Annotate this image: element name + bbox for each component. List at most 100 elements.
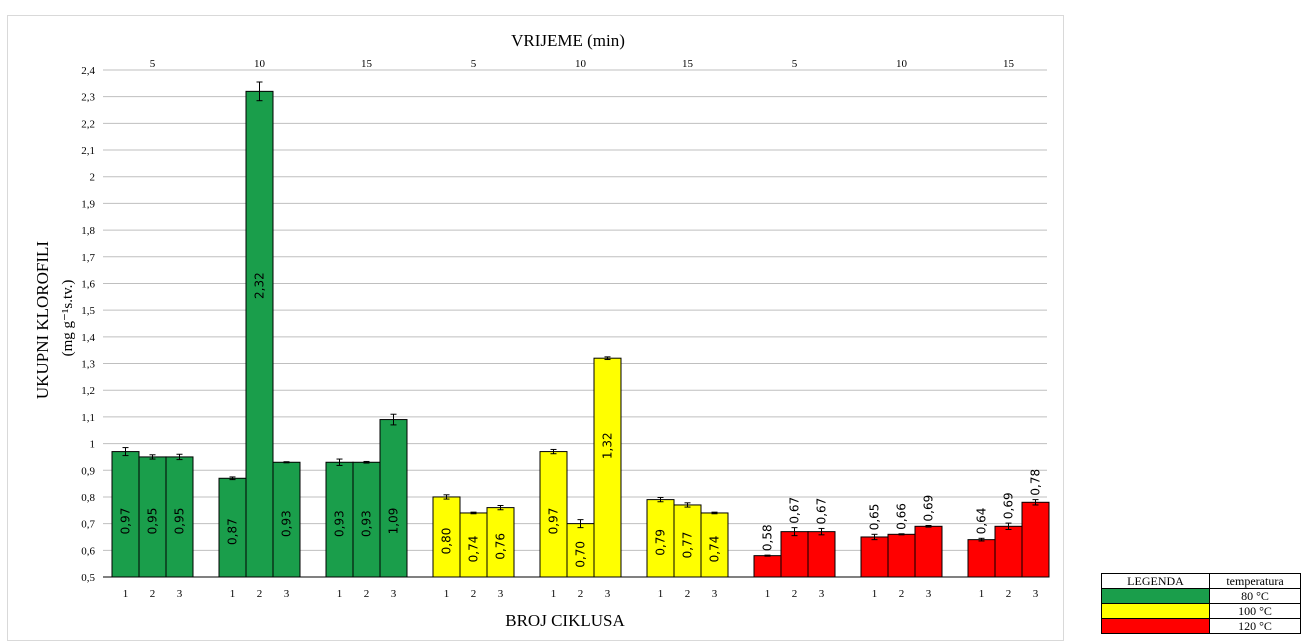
- category-label: 1: [765, 588, 771, 600]
- bar: [1021, 501, 1050, 578]
- data-label: 0,80: [440, 528, 454, 555]
- data-label: 0,64: [975, 508, 989, 535]
- y-tick-label: 1,3: [81, 359, 95, 371]
- y-axis-unit-label: (mg g⁻¹s.tv.): [60, 280, 76, 357]
- bar: [325, 461, 354, 578]
- y-tick-label: 1,9: [81, 198, 95, 210]
- category-label: 1: [872, 588, 878, 600]
- data-label: 0,95: [146, 508, 160, 535]
- legend-swatch-100: [1101, 603, 1210, 619]
- data-label: 0,97: [547, 508, 561, 535]
- category-label: 2: [364, 588, 370, 600]
- bar: [539, 451, 568, 578]
- bar: [379, 419, 408, 578]
- legend-row-100: 100 °C: [1101, 603, 1301, 619]
- y-tick-label: 0,5: [81, 572, 95, 584]
- data-label: 0,69: [922, 495, 936, 522]
- bar: [807, 531, 836, 578]
- time-label: 5: [150, 58, 156, 70]
- legend-row-80: 80 °C: [1101, 588, 1301, 604]
- category-label: 1: [123, 588, 129, 600]
- y-tick-label: 1,5: [81, 305, 95, 317]
- time-label: 15: [682, 58, 694, 70]
- legend-header-right: temperatura: [1209, 573, 1301, 589]
- legend-label-120: 120 °C: [1209, 618, 1301, 634]
- category-label: 3: [712, 588, 718, 600]
- time-label: 10: [254, 58, 266, 70]
- legend-swatch-120: [1101, 618, 1210, 634]
- category-label: 3: [391, 588, 397, 600]
- category-label: 3: [926, 588, 932, 600]
- data-label: 0,66: [895, 503, 909, 530]
- data-label: 0,78: [1029, 469, 1043, 496]
- category-label: 2: [685, 588, 691, 600]
- data-label: 0,65: [868, 504, 882, 531]
- data-label: 0,79: [654, 529, 668, 556]
- data-label: 0,70: [574, 541, 588, 568]
- bar: [352, 461, 381, 578]
- bar: [218, 477, 247, 578]
- legend-row-120: 120 °C: [1101, 618, 1301, 634]
- y-tick-label: 0,6: [81, 545, 95, 557]
- data-label: 0,67: [788, 497, 802, 524]
- bar: [780, 531, 809, 578]
- data-label: 0,74: [708, 536, 722, 563]
- data-label: 0,93: [333, 510, 347, 537]
- category-label: 1: [551, 588, 557, 600]
- y-tick-label: 1: [90, 439, 96, 451]
- data-label: 0,93: [280, 510, 294, 537]
- category-label: 3: [605, 588, 611, 600]
- data-label: 0,74: [467, 536, 481, 563]
- legend-header-row: LEGENDA temperatura: [1101, 573, 1301, 589]
- data-label: 2,32: [253, 272, 267, 299]
- bar: [245, 90, 274, 578]
- legend-label-80: 80 °C: [1209, 588, 1301, 604]
- category-label: 2: [1006, 588, 1012, 600]
- category-label: 3: [819, 588, 825, 600]
- category-label: 3: [284, 588, 290, 600]
- category-label: 2: [471, 588, 477, 600]
- y-tick-label: 1,7: [81, 252, 95, 264]
- y-tick-label: 1,4: [81, 332, 95, 344]
- data-label: 0,58: [761, 524, 775, 551]
- time-label: 15: [1003, 58, 1015, 70]
- category-label: 1: [979, 588, 985, 600]
- bar: [914, 525, 943, 578]
- time-label: 5: [471, 58, 477, 70]
- data-label: 1,32: [601, 432, 615, 459]
- bar: [753, 555, 782, 578]
- y-tick-label: 2,3: [81, 92, 95, 104]
- y-tick-label: 2: [90, 172, 96, 184]
- chart-svg: 0,5 0,6 0,7 0,8 0,9 1 1,1 1,2 1,3 1,4 1,5 1,6 1,7 1,8…: [33, 31, 1050, 630]
- legend-header-left: LEGENDA: [1101, 573, 1210, 589]
- data-label: 0,69: [1002, 492, 1016, 519]
- category-label: 1: [337, 588, 343, 600]
- time-label: 10: [575, 58, 587, 70]
- y-tick-label: 2,2: [81, 118, 95, 130]
- data-label: 0,67: [815, 498, 829, 525]
- bar: [860, 536, 889, 578]
- data-label: 0,95: [173, 508, 187, 535]
- time-label: 10: [896, 58, 908, 70]
- category-label: 2: [792, 588, 798, 600]
- y-tick-label: 0,8: [81, 492, 95, 504]
- bar: [566, 523, 595, 578]
- legend-label-100: 100 °C: [1209, 603, 1301, 619]
- bar: [593, 357, 622, 578]
- data-label: 1,09: [387, 508, 401, 535]
- category-label: 1: [230, 588, 236, 600]
- bar: [967, 539, 996, 578]
- data-label: 0,87: [226, 518, 240, 545]
- y-tick-label: 1,8: [81, 225, 95, 237]
- time-label: 15: [361, 58, 373, 70]
- category-label: 2: [578, 588, 584, 600]
- bar: [887, 533, 916, 578]
- category-label: 2: [257, 588, 263, 600]
- y-tick-label: 2,4: [81, 65, 95, 77]
- category-label: 2: [899, 588, 905, 600]
- y-tick-label: 0,9: [81, 465, 95, 477]
- bar: [272, 461, 301, 578]
- bar: [673, 504, 702, 578]
- category-label: 1: [658, 588, 664, 600]
- legend-table: LEGENDA temperatura 80 °C 100 °C 120 °C: [1101, 573, 1301, 634]
